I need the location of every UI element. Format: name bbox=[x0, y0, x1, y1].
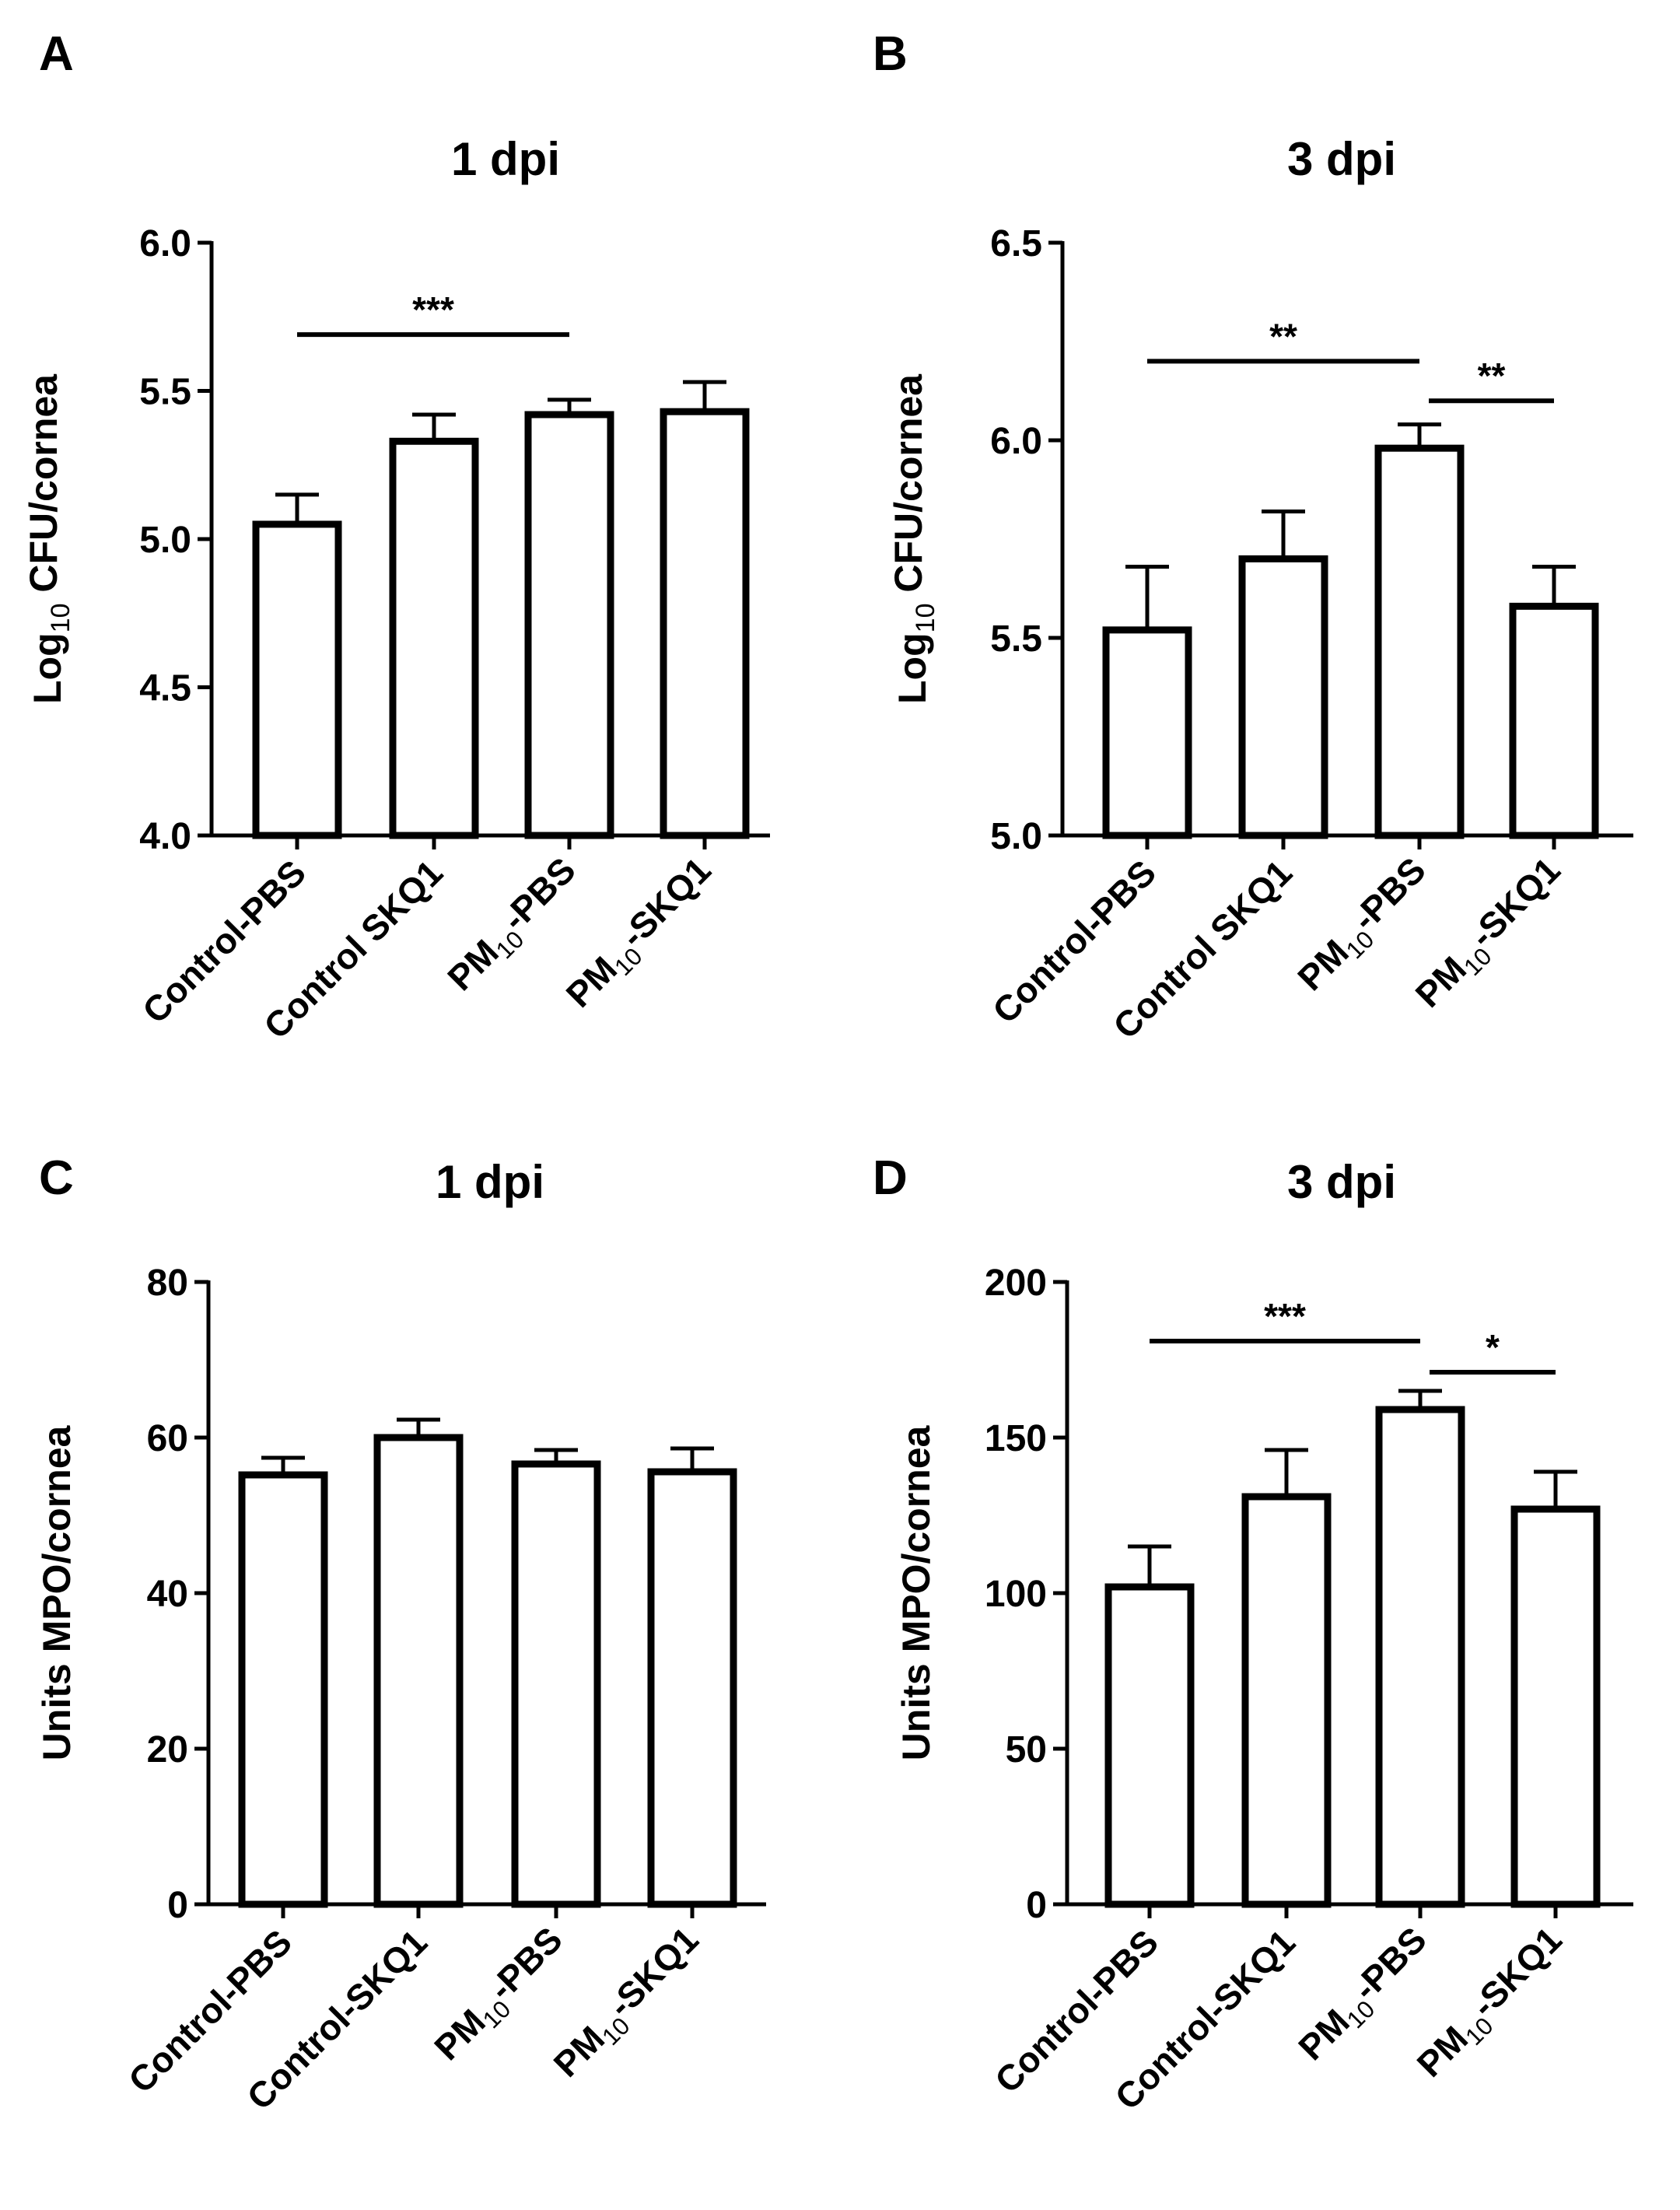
x-tick-label-rest: -SKQ1 bbox=[1464, 1919, 1570, 2025]
significance-label: ** bbox=[1478, 355, 1506, 396]
x-tick-label-rest: -SKQ1 bbox=[613, 849, 719, 955]
panel-letter: B bbox=[873, 27, 908, 81]
y-axis-label: Log10 CFU/cornea bbox=[887, 373, 940, 704]
panel-letter: C bbox=[39, 1151, 74, 1205]
significance-label: *** bbox=[412, 289, 454, 330]
y-tick-label: 0 bbox=[1026, 1885, 1047, 1926]
y-axis-label: Log10 CFU/cornea bbox=[22, 373, 75, 704]
y-axis-label-subscript: 10 bbox=[46, 604, 75, 633]
y-axis-label-rest: CFU/cornea bbox=[22, 373, 65, 604]
y-tick-label: 100 bbox=[985, 1574, 1047, 1615]
y-tick-label: 150 bbox=[985, 1418, 1047, 1459]
bar bbox=[1510, 1505, 1601, 1908]
y-tick-label: 5.0 bbox=[139, 520, 191, 561]
chart-title: 1 dpi bbox=[451, 133, 560, 185]
bar bbox=[389, 437, 479, 839]
y-tick-label: 60 bbox=[147, 1418, 188, 1459]
x-tick-label-rest: -PBS bbox=[1345, 1919, 1433, 2008]
x-tick-label-rest: -SKQ1 bbox=[1462, 849, 1568, 955]
y-tick-label: 50 bbox=[1006, 1729, 1047, 1770]
x-tick-label-rest: -SKQ1 bbox=[600, 1919, 706, 2025]
y-tick-label: 0 bbox=[167, 1885, 188, 1926]
bar bbox=[1104, 1583, 1195, 1908]
y-tick-label: 4.5 bbox=[139, 668, 191, 709]
y-tick-label: 5.0 bbox=[990, 816, 1042, 857]
y-axis-label: Units MPO/cornea bbox=[35, 1424, 79, 1760]
bar bbox=[660, 408, 750, 839]
y-axis-label: Units MPO/cornea bbox=[894, 1424, 938, 1760]
x-tick-label: PM10-SKQ1 bbox=[1406, 1919, 1576, 2089]
y-axis-label-main: Units MPO/cornea bbox=[35, 1424, 79, 1760]
y-axis-label-main: Log bbox=[26, 632, 69, 704]
bar bbox=[511, 1460, 601, 1908]
y-tick-label: 6.0 bbox=[990, 421, 1042, 462]
y-tick-label: 6.0 bbox=[139, 223, 191, 264]
chart-title: 1 dpi bbox=[436, 1156, 544, 1208]
bar bbox=[647, 1468, 737, 1908]
y-axis-label-main: Log bbox=[891, 632, 934, 704]
x-tick-label: PM10-SKQ1 bbox=[555, 849, 725, 1019]
y-tick-label: 80 bbox=[147, 1263, 188, 1304]
y-axis-label-main: Units MPO/cornea bbox=[894, 1424, 938, 1760]
x-tick-label: PM10-SKQ1 bbox=[1405, 849, 1574, 1019]
bar bbox=[238, 1471, 328, 1908]
y-tick-label: 20 bbox=[147, 1729, 188, 1770]
bar bbox=[1102, 626, 1192, 839]
bar bbox=[1374, 444, 1465, 839]
chart-title: 3 dpi bbox=[1287, 1156, 1396, 1208]
bar bbox=[1509, 602, 1599, 839]
y-axis-label-subscript: 10 bbox=[911, 604, 940, 633]
bar bbox=[1238, 555, 1328, 839]
y-tick-label: 5.5 bbox=[990, 618, 1042, 660]
y-tick-label: 4.0 bbox=[139, 816, 191, 857]
x-tick-label-rest: -PBS bbox=[1344, 849, 1433, 938]
bar bbox=[252, 520, 342, 839]
significance-label: * bbox=[1486, 1327, 1500, 1368]
x-tick-label-rest: -PBS bbox=[494, 849, 583, 938]
y-axis-label-rest: CFU/cornea bbox=[887, 373, 930, 604]
bar bbox=[373, 1434, 464, 1908]
bar bbox=[1241, 1493, 1332, 1908]
x-tick-label: PM10-SKQ1 bbox=[543, 1919, 712, 2089]
x-tick-label-rest: -PBS bbox=[481, 1919, 569, 2008]
panel-letter: D bbox=[873, 1151, 908, 1205]
y-tick-label: 5.5 bbox=[139, 372, 191, 413]
bar bbox=[524, 411, 614, 839]
significance-label: *** bbox=[1264, 1296, 1306, 1336]
chart-title: 3 dpi bbox=[1287, 133, 1396, 185]
y-tick-label: 40 bbox=[147, 1574, 188, 1615]
y-tick-label: 200 bbox=[985, 1263, 1047, 1304]
bar bbox=[1375, 1406, 1465, 1908]
significance-label: ** bbox=[1269, 316, 1297, 356]
panel-letter: A bbox=[39, 27, 74, 81]
y-tick-label: 6.5 bbox=[990, 223, 1042, 264]
